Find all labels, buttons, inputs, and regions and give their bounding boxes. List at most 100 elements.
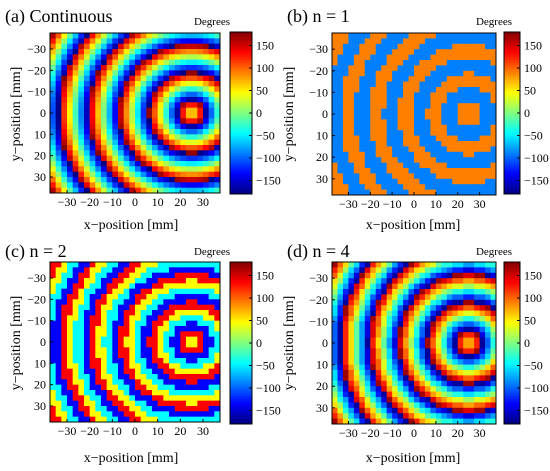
- heatmap-cell: [118, 161, 125, 167]
- heatmap-cell: [50, 43, 57, 50]
- heatmap-cell: [342, 65, 349, 72]
- heatmap-cell: [342, 189, 349, 196]
- heatmap-cell: [408, 305, 415, 311]
- heatmap-cell: [174, 187, 181, 194]
- heatmap-cell: [67, 33, 74, 39]
- heatmap-cell: [337, 43, 344, 50]
- heatmap-cell: [479, 418, 486, 425]
- heatmap-cell: [414, 359, 420, 365]
- heatmap-cell: [72, 406, 79, 412]
- heatmap-cell: [101, 283, 108, 290]
- heatmap-cell: [50, 331, 57, 338]
- heatmap-cell: [72, 118, 79, 125]
- heatmap-cell: [84, 123, 91, 130]
- heatmap-cell: [78, 406, 85, 412]
- heatmap-cell: [123, 97, 130, 103]
- heatmap-cell: [55, 374, 62, 380]
- heatmap-cell: [479, 348, 486, 355]
- colorbar-band: [504, 135, 520, 139]
- heatmap-cell: [186, 102, 193, 109]
- heatmap-cell: [359, 76, 366, 82]
- heatmap-cell: [342, 272, 349, 279]
- heatmap-cell: [72, 342, 79, 348]
- heatmap-cell: [474, 43, 480, 50]
- heatmap-cell: [106, 320, 113, 327]
- heatmap-cell: [129, 129, 136, 135]
- heatmap-cell: [72, 187, 79, 194]
- heatmap-cell: [479, 289, 486, 295]
- heatmap-cell: [140, 155, 147, 162]
- heatmap-cell: [123, 86, 130, 93]
- colorbar-band: [230, 330, 252, 334]
- heatmap-cell: [174, 91, 181, 98]
- colorbar-band: [504, 406, 520, 410]
- heatmap-cell: [186, 54, 193, 61]
- heatmap-cell: [468, 184, 475, 190]
- heatmap-cell: [129, 331, 136, 338]
- heatmap-cell: [106, 342, 113, 348]
- heatmap-cell: [370, 326, 377, 333]
- heatmap-cell: [197, 123, 204, 130]
- heatmap-cell: [446, 391, 453, 398]
- heatmap-cell: [67, 262, 74, 268]
- heatmap-cell: [89, 304, 96, 311]
- heatmap-cell: [214, 358, 221, 364]
- heatmap-cell: [169, 38, 176, 45]
- heatmap-cell: [485, 184, 491, 190]
- heatmap-cell: [208, 267, 215, 274]
- heatmap-cell: [446, 60, 453, 66]
- colorbar-band: [230, 287, 252, 291]
- heatmap-cell: [191, 150, 198, 157]
- heatmap-cell: [359, 162, 366, 169]
- heatmap-cell: [140, 182, 147, 189]
- heatmap-cell: [392, 380, 398, 387]
- heatmap-cell: [95, 187, 102, 194]
- heatmap-cell: [123, 166, 130, 173]
- heatmap-cell: [67, 155, 74, 162]
- heatmap-cell: [441, 92, 448, 99]
- heatmap-cell: [129, 86, 136, 93]
- heatmap-cell: [392, 407, 398, 414]
- heatmap-cell: [353, 151, 360, 158]
- heatmap-cell: [397, 103, 404, 109]
- heatmap-cell: [89, 129, 96, 135]
- heatmap-cell: [342, 348, 349, 355]
- heatmap-cell: [381, 119, 388, 126]
- heatmap-cell: [392, 54, 398, 61]
- heatmap-cell: [67, 139, 74, 146]
- colorbar-band: [504, 388, 520, 392]
- heatmap-cell: [180, 406, 187, 412]
- heatmap-cell: [118, 70, 125, 77]
- heatmap-cell: [106, 304, 113, 311]
- heatmap-cell: [468, 397, 475, 403]
- heatmap-cell: [419, 370, 426, 376]
- colorbar-band: [230, 299, 252, 303]
- heatmap-cell: [203, 272, 210, 279]
- heatmap-cell: [490, 364, 497, 371]
- heatmap-cell: [203, 187, 210, 194]
- heatmap-cell: [441, 168, 448, 174]
- heatmap-cell: [397, 119, 404, 126]
- heatmap-cell: [55, 288, 62, 295]
- heatmap-cell: [197, 294, 204, 300]
- heatmap-cell: [452, 391, 459, 398]
- heatmap-cell: [375, 33, 382, 39]
- heatmap-cell: [174, 118, 181, 125]
- heatmap-cell: [342, 146, 349, 153]
- heatmap-cell: [106, 262, 113, 268]
- heatmap-cell: [353, 305, 360, 311]
- heatmap-cell: [408, 81, 415, 88]
- heatmap-cell: [50, 352, 57, 359]
- heatmap-cell: [463, 189, 470, 196]
- heatmap-cell: [359, 380, 366, 387]
- heatmap-cell: [135, 161, 142, 167]
- heatmap-cell: [430, 135, 437, 142]
- heatmap-cell: [174, 331, 181, 338]
- heatmap-cell: [169, 288, 176, 295]
- colorbar-band: [230, 327, 252, 331]
- heatmap-cell: [152, 294, 159, 300]
- heatmap-cell: [370, 283, 377, 290]
- heatmap-cell: [55, 33, 62, 39]
- heatmap-cell: [403, 359, 409, 365]
- heatmap-cell: [95, 123, 102, 130]
